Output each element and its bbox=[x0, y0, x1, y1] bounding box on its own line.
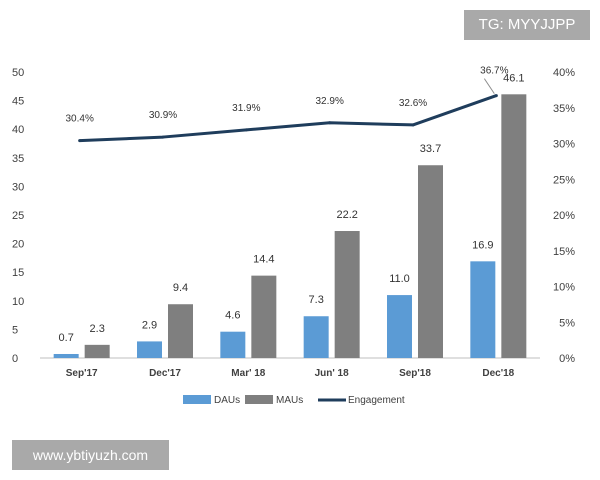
x-tick-label: Dec'18 bbox=[482, 368, 514, 379]
legend-dau-swatch bbox=[183, 395, 211, 404]
engagement-callout-line bbox=[483, 78, 495, 94]
y-left-tick-label: 15 bbox=[12, 267, 24, 279]
mau-value-label: 2.3 bbox=[90, 323, 105, 335]
mau-value-label: 46.1 bbox=[503, 72, 524, 84]
engagement-point bbox=[494, 94, 498, 98]
y-right-tick-label: 5% bbox=[559, 317, 575, 329]
y-left-tick-label: 50 bbox=[12, 67, 24, 79]
dau-value-label: 11.0 bbox=[389, 273, 410, 285]
mau-bar bbox=[84, 344, 110, 358]
y-left-tick-label: 45 bbox=[12, 96, 24, 108]
dau-value-label: 4.6 bbox=[225, 310, 240, 322]
x-tick-label: Sep'18 bbox=[399, 368, 431, 379]
dau-bar bbox=[137, 341, 162, 358]
dau-value-label: 2.9 bbox=[142, 319, 157, 331]
y-left-tick-label: 10 bbox=[12, 296, 24, 308]
dau-bar bbox=[53, 353, 79, 358]
mau-value-label: 33.7 bbox=[420, 143, 441, 155]
y-left-tick-label: 35 bbox=[12, 153, 24, 165]
y-right-tick-label: 35% bbox=[553, 103, 575, 115]
x-tick-label: Mar' 18 bbox=[231, 368, 266, 379]
engagement-value-label: 31.9% bbox=[232, 103, 260, 114]
mau-bar bbox=[418, 165, 443, 358]
y-right-tick-label: 0% bbox=[559, 353, 575, 365]
y-right-tick-label: 30% bbox=[553, 139, 575, 151]
x-tick-label: Jun' 18 bbox=[315, 368, 349, 379]
engagement-line bbox=[79, 94, 497, 143]
dau-bar bbox=[303, 316, 329, 358]
engagement-value-label: 36.7% bbox=[480, 66, 508, 77]
dau-value-label: 0.7 bbox=[59, 332, 74, 344]
y-left-tick-label: 30 bbox=[12, 181, 24, 193]
engagement-value-label: 32.9% bbox=[315, 96, 343, 107]
y-right-tick-label: 15% bbox=[553, 246, 575, 258]
mau-value-label: 14.4 bbox=[253, 254, 274, 266]
mau-value-label: 22.2 bbox=[336, 209, 357, 221]
dau-bar bbox=[470, 261, 496, 358]
y-right-tick-label: 25% bbox=[553, 174, 575, 186]
dau-bar bbox=[387, 295, 412, 358]
dau-bar bbox=[220, 331, 246, 358]
engagement-value-label: 30.9% bbox=[149, 110, 177, 121]
y-right-tick-label: 20% bbox=[553, 210, 575, 222]
y-right-tick-label: 10% bbox=[553, 282, 575, 294]
engagement-point bbox=[161, 135, 165, 139]
y-left-tick-label: 0 bbox=[12, 353, 18, 365]
legend-engagement-text: Engagement bbox=[348, 395, 405, 406]
legend-mau-swatch bbox=[245, 395, 273, 404]
mau-value-label: 9.4 bbox=[173, 282, 188, 294]
y-left-tick-label: 5 bbox=[12, 324, 18, 336]
engagement-point bbox=[78, 139, 82, 143]
mau-bar bbox=[251, 275, 277, 358]
engagement-value-label: 32.6% bbox=[399, 98, 427, 109]
engagement-value-label: 30.4% bbox=[65, 114, 93, 125]
mau-bar bbox=[501, 94, 527, 359]
watermark-top: TG: MYYJJPP bbox=[464, 10, 590, 40]
mau-bar bbox=[334, 231, 360, 358]
y-left-tick-label: 25 bbox=[12, 210, 24, 222]
x-tick-label: Dec'17 bbox=[149, 368, 181, 379]
dau-value-label: 7.3 bbox=[309, 294, 324, 306]
legend-mau-text: MAUs bbox=[276, 395, 303, 406]
y-left-tick-label: 40 bbox=[12, 124, 24, 136]
mau-bar bbox=[168, 304, 193, 358]
engagement-point bbox=[411, 123, 415, 127]
x-tick-label: Sep'17 bbox=[66, 368, 98, 379]
dau-value-label: 16.9 bbox=[472, 239, 493, 251]
legend-dau-text: DAUs bbox=[214, 395, 240, 406]
watermark-bottom: www.ybtiyuzh.com bbox=[12, 440, 169, 470]
y-left-tick-label: 20 bbox=[12, 239, 24, 251]
engagement-point bbox=[244, 128, 248, 132]
engagement-point bbox=[328, 121, 332, 125]
y-right-tick-label: 40% bbox=[553, 67, 575, 79]
